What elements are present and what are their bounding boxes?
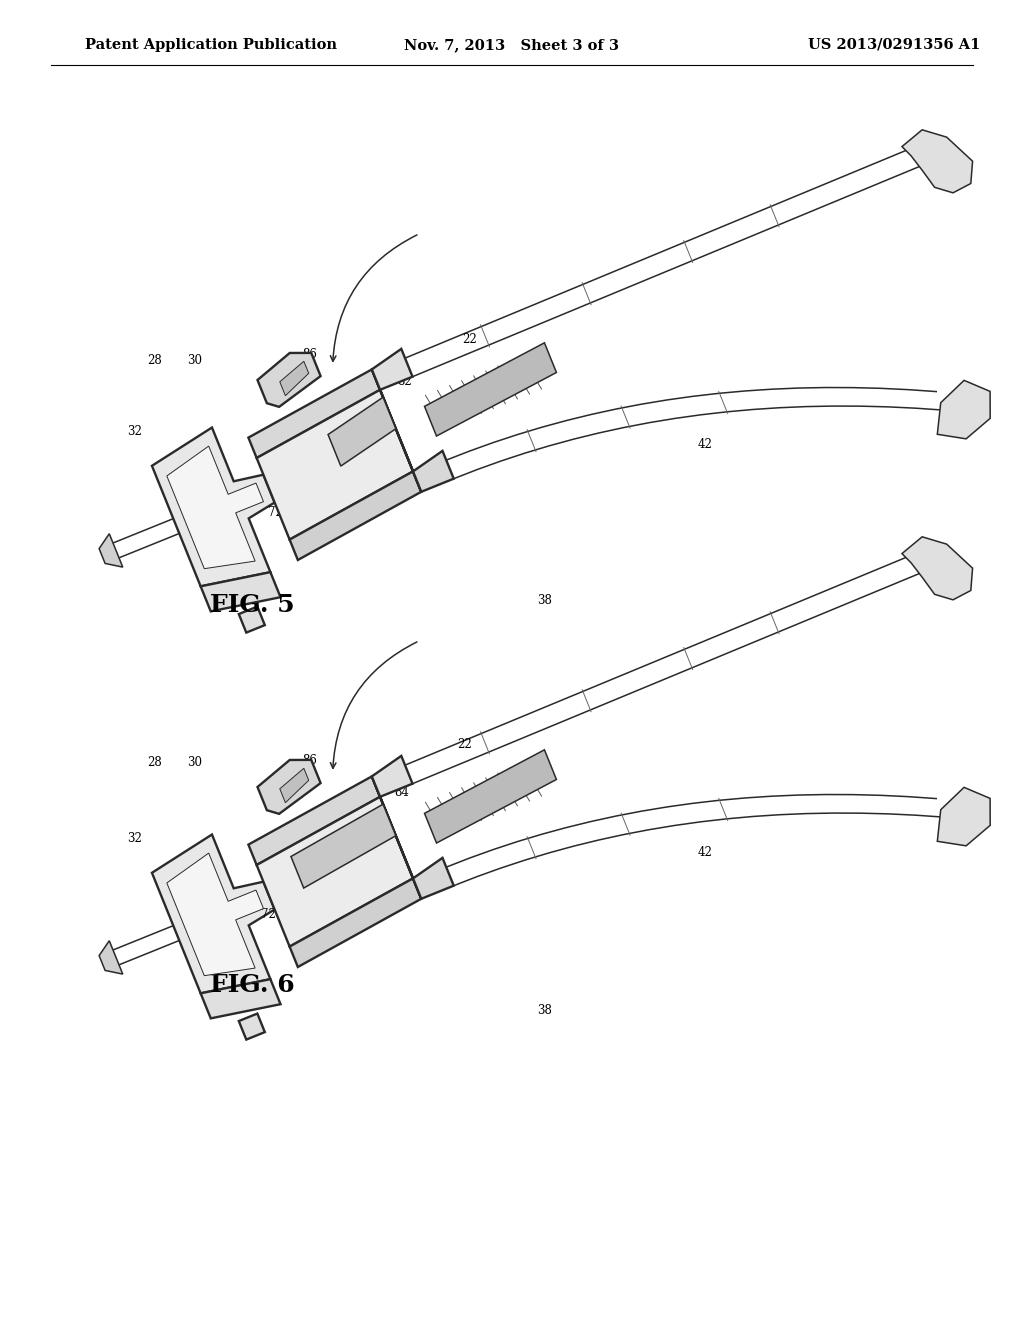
Text: 30: 30: [187, 755, 203, 768]
Text: FIG. 5: FIG. 5: [210, 593, 295, 616]
Text: 38: 38: [538, 594, 552, 606]
Text: 72: 72: [267, 506, 283, 519]
Text: 82: 82: [397, 375, 413, 388]
Text: 32: 32: [128, 832, 142, 845]
Text: Patent Application Publication: Patent Application Publication: [85, 38, 337, 51]
Text: Nov. 7, 2013   Sheet 3 of 3: Nov. 7, 2013 Sheet 3 of 3: [404, 38, 620, 51]
Text: 86: 86: [302, 754, 317, 767]
Text: 36: 36: [328, 932, 342, 945]
Text: FIG. 6: FIG. 6: [210, 973, 295, 997]
Polygon shape: [257, 760, 321, 814]
Polygon shape: [280, 362, 308, 396]
Polygon shape: [290, 471, 421, 560]
Text: 84: 84: [394, 785, 410, 799]
Polygon shape: [167, 853, 263, 975]
Polygon shape: [201, 572, 281, 611]
Text: 42: 42: [697, 846, 713, 858]
Polygon shape: [257, 352, 321, 407]
Text: 22: 22: [463, 334, 477, 346]
Polygon shape: [937, 380, 990, 438]
Text: 28: 28: [147, 354, 163, 367]
Text: 36: 36: [328, 528, 342, 541]
Text: 70: 70: [203, 491, 217, 504]
Polygon shape: [280, 768, 308, 803]
Polygon shape: [328, 397, 396, 466]
Text: 86: 86: [302, 348, 317, 362]
Polygon shape: [152, 834, 274, 994]
Text: 38: 38: [538, 1003, 552, 1016]
Polygon shape: [290, 878, 421, 968]
Polygon shape: [413, 858, 454, 899]
Polygon shape: [372, 756, 413, 797]
Polygon shape: [902, 129, 973, 193]
Polygon shape: [372, 348, 413, 389]
Polygon shape: [99, 941, 123, 974]
Text: 22: 22: [458, 738, 472, 751]
Polygon shape: [249, 370, 380, 458]
Polygon shape: [152, 428, 274, 586]
Text: US 2013/0291356 A1: US 2013/0291356 A1: [808, 38, 980, 51]
Polygon shape: [249, 776, 380, 865]
Polygon shape: [902, 537, 973, 599]
Polygon shape: [99, 533, 123, 568]
Polygon shape: [425, 750, 556, 843]
Polygon shape: [372, 370, 421, 492]
Polygon shape: [167, 446, 263, 569]
Polygon shape: [291, 804, 396, 888]
Text: 42: 42: [697, 438, 713, 451]
Polygon shape: [425, 343, 556, 436]
Polygon shape: [413, 451, 454, 492]
Polygon shape: [257, 389, 413, 540]
Polygon shape: [239, 1014, 265, 1040]
Text: 32: 32: [128, 425, 142, 438]
Text: 30: 30: [187, 354, 203, 367]
Text: 28: 28: [147, 755, 163, 768]
Text: 70: 70: [203, 899, 217, 912]
Polygon shape: [257, 797, 413, 946]
Polygon shape: [201, 979, 281, 1018]
Text: 72: 72: [260, 908, 275, 921]
Polygon shape: [937, 787, 990, 846]
Polygon shape: [239, 607, 265, 632]
Polygon shape: [372, 776, 421, 899]
